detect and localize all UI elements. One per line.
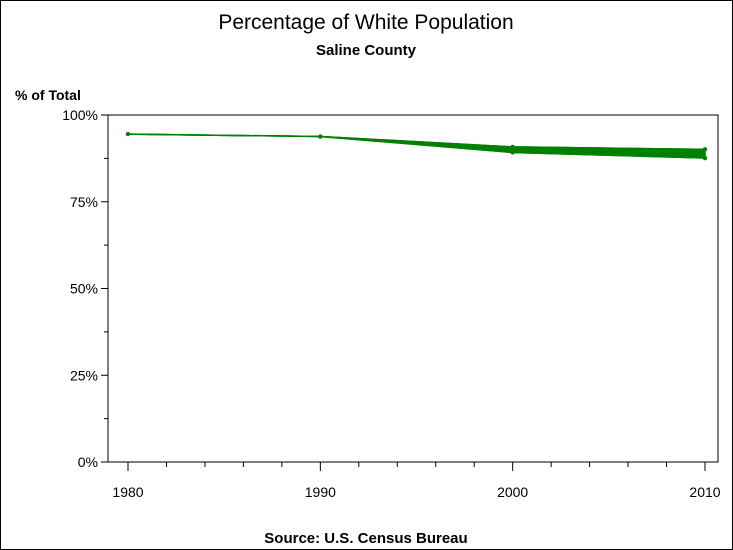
y-axis-label: % of Total bbox=[15, 87, 81, 103]
x-tick-label: 2000 bbox=[497, 484, 528, 500]
data-point bbox=[702, 155, 708, 161]
chart-title: Percentage of White Population bbox=[218, 11, 513, 34]
y-tick-label: 25% bbox=[70, 367, 98, 383]
y-tick-label: 100% bbox=[62, 107, 98, 123]
chart-subtitle: Saline County bbox=[316, 42, 417, 59]
y-tick-label: 0% bbox=[78, 454, 98, 470]
series-layer bbox=[125, 131, 708, 161]
data-point bbox=[318, 134, 323, 139]
series-band bbox=[127, 133, 706, 159]
plot-area bbox=[107, 114, 719, 463]
data-point bbox=[510, 150, 515, 155]
x-tick-label: 1980 bbox=[112, 484, 143, 500]
source-note: Source: U.S. Census Bureau bbox=[264, 530, 467, 547]
data-point bbox=[510, 144, 515, 150]
y-tick-label: 50% bbox=[70, 281, 98, 297]
series-line-upper bbox=[127, 133, 706, 151]
series-line-lower bbox=[127, 133, 706, 159]
x-axis: 1980 1990 2000 2010 bbox=[112, 462, 721, 500]
y-axis: 0% 25% 50% 75% 100% bbox=[62, 107, 108, 470]
data-point bbox=[125, 131, 131, 137]
x-tick-label: 2010 bbox=[689, 484, 720, 500]
x-tick-label: 1990 bbox=[305, 484, 336, 500]
data-point bbox=[702, 147, 708, 152]
y-tick-label: 75% bbox=[70, 194, 98, 210]
